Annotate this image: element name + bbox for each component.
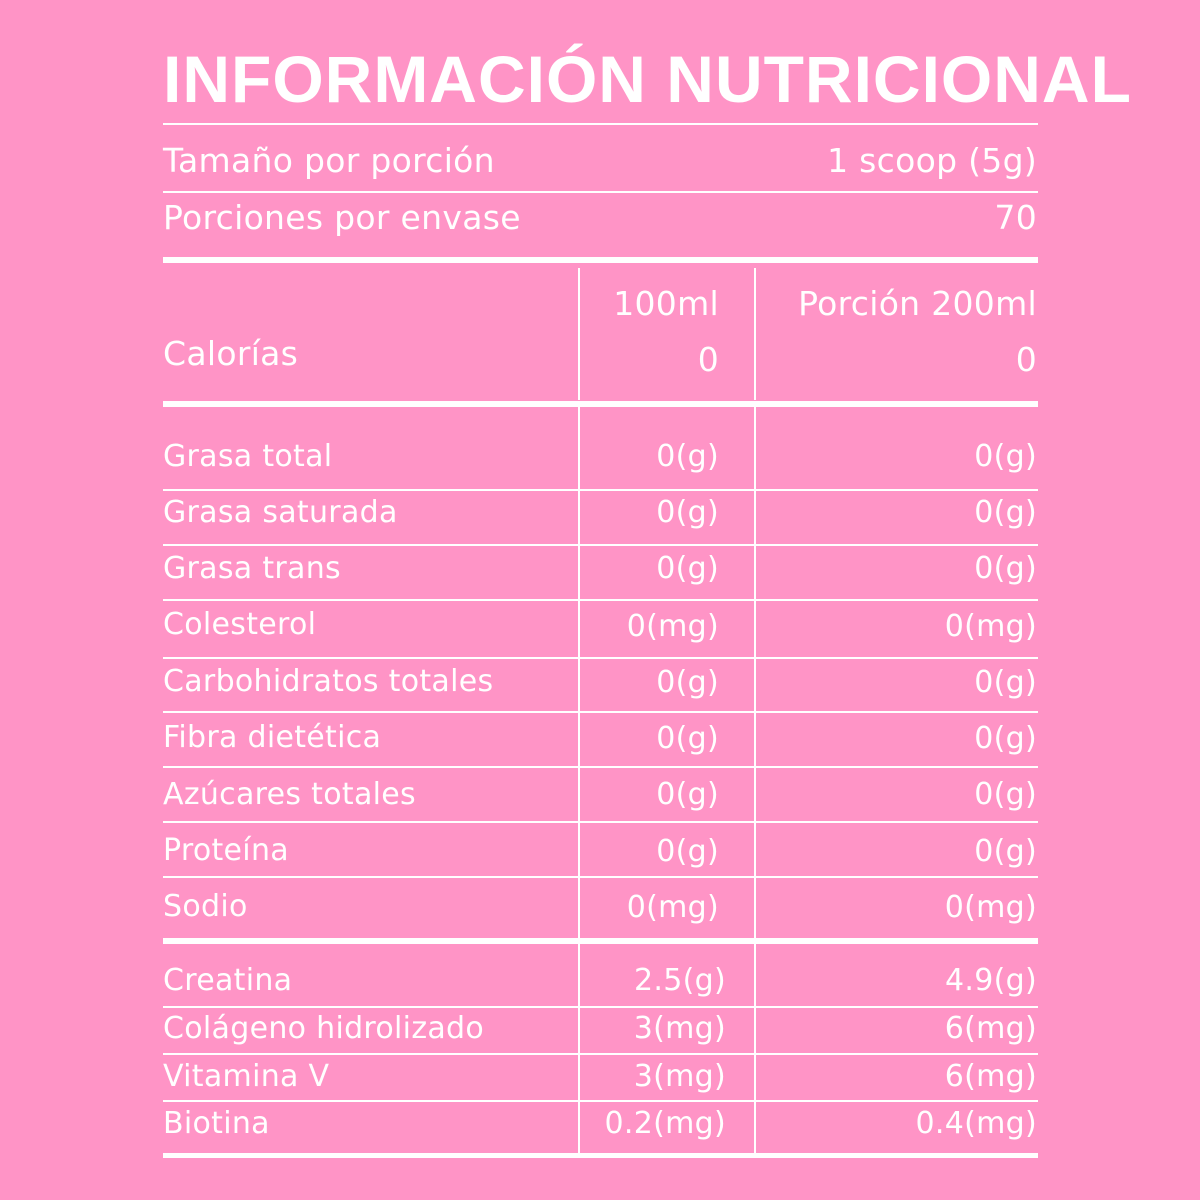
- supplement-name: Biotina: [163, 1106, 270, 1141]
- supplement-value-200ml: 6(mg): [944, 1011, 1037, 1046]
- supplement-name: Vitamina V: [163, 1059, 330, 1094]
- nutrient-value-200ml: 0(g): [974, 551, 1037, 586]
- nutrient-value-100ml: 0(g): [656, 495, 719, 530]
- nutrient-value-100ml: 0(mg): [626, 890, 719, 925]
- row-divider: [163, 1100, 1038, 1102]
- thick-divider: [163, 401, 1038, 407]
- column-divider: [754, 268, 756, 400]
- nutrient-name: Azúcares totales: [163, 777, 416, 812]
- row-divider: [163, 821, 1038, 823]
- serving-size-value: 1 scoop (5g): [827, 141, 1037, 180]
- nutrient-value-100ml: 0(g): [656, 551, 719, 586]
- supplement-value-200ml: 6(mg): [944, 1059, 1037, 1094]
- divider: [163, 123, 1038, 125]
- divider: [163, 191, 1038, 193]
- nutrient-value-200ml: 0(mg): [944, 890, 1037, 925]
- serving-size-label: Tamaño por porción: [163, 141, 495, 180]
- servings-per-container-label: Porciones por envase: [163, 198, 521, 237]
- supplement-value-100ml: 0.2(mg): [604, 1106, 726, 1141]
- column-header-200ml: Porción 200ml: [798, 284, 1037, 323]
- nutrient-value-200ml: 0(g): [974, 665, 1037, 700]
- nutrient-name: Sodio: [163, 889, 248, 924]
- column-divider: [754, 407, 756, 938]
- nutrient-value-100ml: 0(mg): [626, 609, 719, 644]
- nutrient-value-100ml: 0(g): [656, 721, 719, 756]
- row-divider: [163, 1053, 1038, 1055]
- row-divider: [163, 1006, 1038, 1008]
- nutrient-value-200ml: 0(g): [974, 495, 1037, 530]
- supplement-value-100ml: 3(mg): [633, 1059, 726, 1094]
- supplement-value-100ml: 2.5(g): [634, 963, 726, 998]
- column-divider: [578, 407, 580, 938]
- calories-100ml: 0: [697, 340, 719, 379]
- supplement-name: Creatina: [163, 963, 293, 998]
- column-divider: [578, 944, 580, 1153]
- column-divider: [754, 944, 756, 1153]
- thick-divider: [163, 257, 1038, 263]
- column-header-100ml: 100ml: [613, 284, 719, 323]
- supplement-value-100ml: 3(mg): [633, 1011, 726, 1046]
- page-title: INFORMACIÓN NUTRICIONAL: [163, 42, 1132, 116]
- nutrient-value-200ml: 0(g): [974, 834, 1037, 869]
- row-divider: [163, 489, 1038, 491]
- supplement-value-200ml: 0.4(mg): [915, 1106, 1037, 1141]
- nutrient-name: Proteína: [163, 833, 289, 868]
- column-divider: [578, 268, 580, 400]
- nutrient-value-200ml: 0(g): [974, 439, 1037, 474]
- nutrient-value-100ml: 0(g): [656, 834, 719, 869]
- row-divider: [163, 711, 1038, 713]
- row-divider: [163, 766, 1038, 768]
- nutrient-name: Grasa trans: [163, 551, 341, 586]
- calories-label: Calorías: [163, 334, 299, 373]
- supplement-value-200ml: 4.9(g): [945, 963, 1037, 998]
- row-divider: [163, 876, 1038, 878]
- nutrient-value-100ml: 0(g): [656, 439, 719, 474]
- nutrient-value-200ml: 0(mg): [944, 609, 1037, 644]
- nutrient-name: Grasa saturada: [163, 495, 398, 530]
- nutrient-name: Grasa total: [163, 439, 333, 474]
- nutrient-name: Fibra dietética: [163, 720, 382, 755]
- nutrient-value-200ml: 0(g): [974, 777, 1037, 812]
- nutrient-name: Carbohidratos totales: [163, 664, 494, 699]
- servings-per-container-value: 70: [994, 198, 1037, 237]
- row-divider: [163, 544, 1038, 546]
- nutrient-value-100ml: 0(g): [656, 777, 719, 812]
- supplement-name: Colágeno hidrolizado: [163, 1011, 485, 1046]
- row-divider: [163, 657, 1038, 659]
- nutrient-name: Colesterol: [163, 607, 317, 642]
- nutrient-value-200ml: 0(g): [974, 721, 1037, 756]
- calories-200ml: 0: [1015, 340, 1037, 379]
- thick-divider: [163, 1153, 1038, 1158]
- nutrient-value-100ml: 0(g): [656, 665, 719, 700]
- row-divider: [163, 599, 1038, 601]
- thick-divider: [163, 938, 1038, 944]
